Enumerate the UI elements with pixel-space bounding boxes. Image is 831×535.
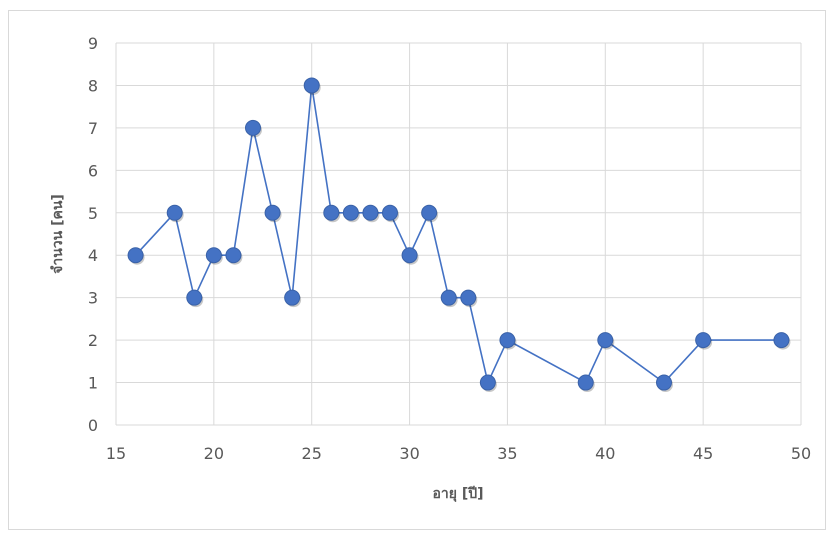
data-point xyxy=(440,289,457,306)
data-point xyxy=(205,247,222,264)
y-tick-label: 4 xyxy=(88,246,98,265)
data-point xyxy=(479,374,496,391)
data-point xyxy=(284,289,301,306)
data-point xyxy=(127,247,144,264)
x-tick-label: 40 xyxy=(595,444,615,463)
data-point xyxy=(695,332,712,349)
data-point xyxy=(245,119,261,136)
data-point xyxy=(421,204,438,221)
x-axis-label: อายุ [ปี] xyxy=(432,486,483,502)
data-point xyxy=(460,289,477,306)
data-point xyxy=(342,204,359,221)
data-point xyxy=(166,204,183,221)
y-tick-label: 3 xyxy=(88,289,98,308)
data-point xyxy=(499,332,516,349)
series-0-line xyxy=(135,85,782,386)
data-point xyxy=(656,374,672,391)
grid-lines xyxy=(115,42,802,426)
x-tick-label: 50 xyxy=(791,444,811,463)
y-tick-label: 6 xyxy=(88,161,98,180)
data-point xyxy=(225,247,242,264)
data-points xyxy=(127,77,791,393)
data-point xyxy=(597,332,614,349)
y-tick-label: 1 xyxy=(88,374,98,393)
data-point xyxy=(323,204,340,221)
series-line xyxy=(135,85,782,386)
y-tick-label: 8 xyxy=(88,76,98,95)
data-point xyxy=(362,204,379,221)
x-tick-label: 45 xyxy=(693,444,713,463)
data-point xyxy=(186,289,203,306)
x-tick-label: 25 xyxy=(302,444,322,463)
data-point xyxy=(773,332,790,349)
x-tick-label: 35 xyxy=(497,444,517,463)
x-tick-label: 20 xyxy=(204,444,224,463)
data-point xyxy=(577,374,594,391)
data-point xyxy=(303,77,320,94)
chart-frame xyxy=(8,10,826,530)
y-tick-label: 5 xyxy=(88,204,98,223)
y-axis-label: จำนวน [คน] xyxy=(50,194,66,274)
y-tick-label: 2 xyxy=(88,331,98,350)
data-point xyxy=(264,204,281,221)
y-tick-label: 9 xyxy=(88,34,98,53)
y-tick-label: 0 xyxy=(88,416,98,435)
x-tick-label: 15 xyxy=(106,444,126,463)
y-tick-label: 7 xyxy=(88,119,98,138)
data-point xyxy=(401,247,418,264)
x-tick-label: 30 xyxy=(399,444,419,463)
data-point xyxy=(382,204,398,221)
